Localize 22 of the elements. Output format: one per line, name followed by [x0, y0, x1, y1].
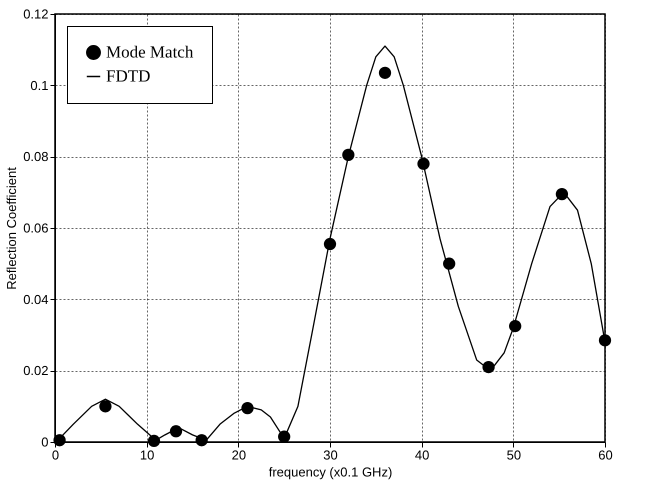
y-tick-label: 0.08	[23, 149, 48, 164]
point	[598, 334, 612, 346]
y-tick-label: 0.06	[23, 220, 48, 236]
y-tick-label: 0	[41, 434, 48, 450]
point	[378, 66, 392, 79]
legend-label: FDTD	[106, 66, 150, 86]
x-tick-label: 30	[323, 448, 338, 462]
legend-label: Mode Match	[106, 42, 194, 62]
y-tick-label: 0.04	[23, 292, 48, 307]
point	[53, 434, 66, 446]
y-tick-label: 0.02	[23, 363, 48, 378]
x-tick-label: 40	[414, 448, 430, 462]
point	[99, 400, 112, 412]
x-tick-label: 0	[52, 448, 60, 462]
x-tick-label: 20	[232, 448, 246, 462]
x-tick-label: 10	[140, 448, 154, 462]
y-tick-label: 0.1	[30, 78, 48, 93]
y-axis-title: Reflection Coefficient	[4, 166, 20, 290]
x-tick-label: 60	[598, 448, 613, 462]
y-tick-label: 0.12	[23, 6, 48, 22]
x-tick-label: 50	[506, 448, 522, 462]
x-axis-title: frequency (x0.1 GHz)	[268, 464, 392, 480]
